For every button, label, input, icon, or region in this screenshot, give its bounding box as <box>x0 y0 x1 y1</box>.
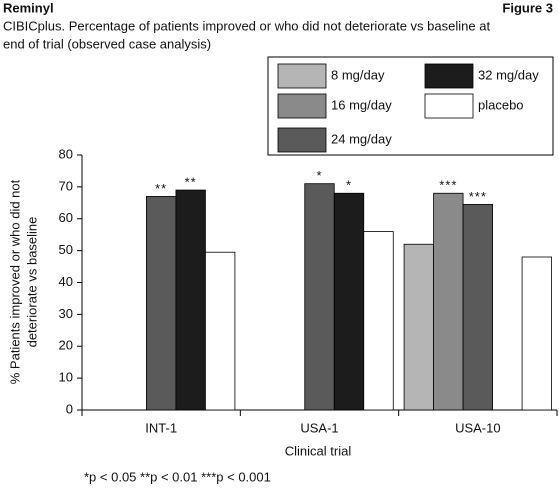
legend-label: 32 mg/day <box>478 67 539 82</box>
bar <box>433 192 464 411</box>
y-axis-title: deteriorate vs baseline <box>24 217 39 348</box>
bar <box>363 231 394 411</box>
significance-marker: ** <box>185 175 197 190</box>
chart-title: end of trial (observed case analysis) <box>3 36 211 51</box>
legend-label: 8 mg/day <box>331 67 385 82</box>
header: Reminyl <box>3 0 54 15</box>
bar <box>333 192 365 411</box>
legend-swatch <box>277 127 327 153</box>
y-tick-label: 10 <box>59 370 73 385</box>
x-tick-label: USA-10 <box>455 420 501 435</box>
legend-box <box>267 56 554 156</box>
legend-label: 16 mg/day <box>331 97 392 112</box>
bar <box>205 251 236 411</box>
bar <box>175 189 206 411</box>
y-tick-label: 30 <box>59 306 73 321</box>
x-tick-label: USA-1 <box>300 420 338 435</box>
y-tick-label: 50 <box>59 242 73 257</box>
chart-title: CIBICplus. Percentage of patients improv… <box>3 18 490 33</box>
legend-label: 24 mg/day <box>331 131 392 146</box>
y-tick-label: 60 <box>59 210 73 225</box>
significance-marker: *** <box>469 189 487 204</box>
significance-marker: *** <box>439 178 457 193</box>
significance-marker: * <box>316 168 322 183</box>
x-axis-title: Clinical trial <box>285 443 352 458</box>
significance-marker: * <box>346 178 352 193</box>
footnote: *p < 0.05 **p < 0.01 ***p < 0.001 <box>84 469 271 484</box>
legend-swatch <box>277 93 327 119</box>
figure-label: Figure 3 <box>502 0 553 15</box>
y-tick-label: 70 <box>59 178 73 193</box>
y-tick-label: 40 <box>59 274 73 289</box>
y-axis-title: % Patients improved or who did not <box>7 179 22 384</box>
bar <box>403 243 434 411</box>
significance-marker: ** <box>155 181 167 196</box>
legend-label: placebo <box>478 97 524 112</box>
bar <box>462 204 493 411</box>
y-tick-label: 20 <box>59 338 73 353</box>
bar <box>521 256 552 411</box>
bar <box>304 183 335 411</box>
y-tick-label: 0 <box>66 401 73 416</box>
x-tick-label: INT-1 <box>145 420 177 435</box>
y-tick-label: 80 <box>59 146 73 161</box>
legend-swatch <box>277 63 327 89</box>
legend-swatch <box>424 63 474 89</box>
bar <box>146 196 177 411</box>
legend-swatch <box>424 93 474 119</box>
